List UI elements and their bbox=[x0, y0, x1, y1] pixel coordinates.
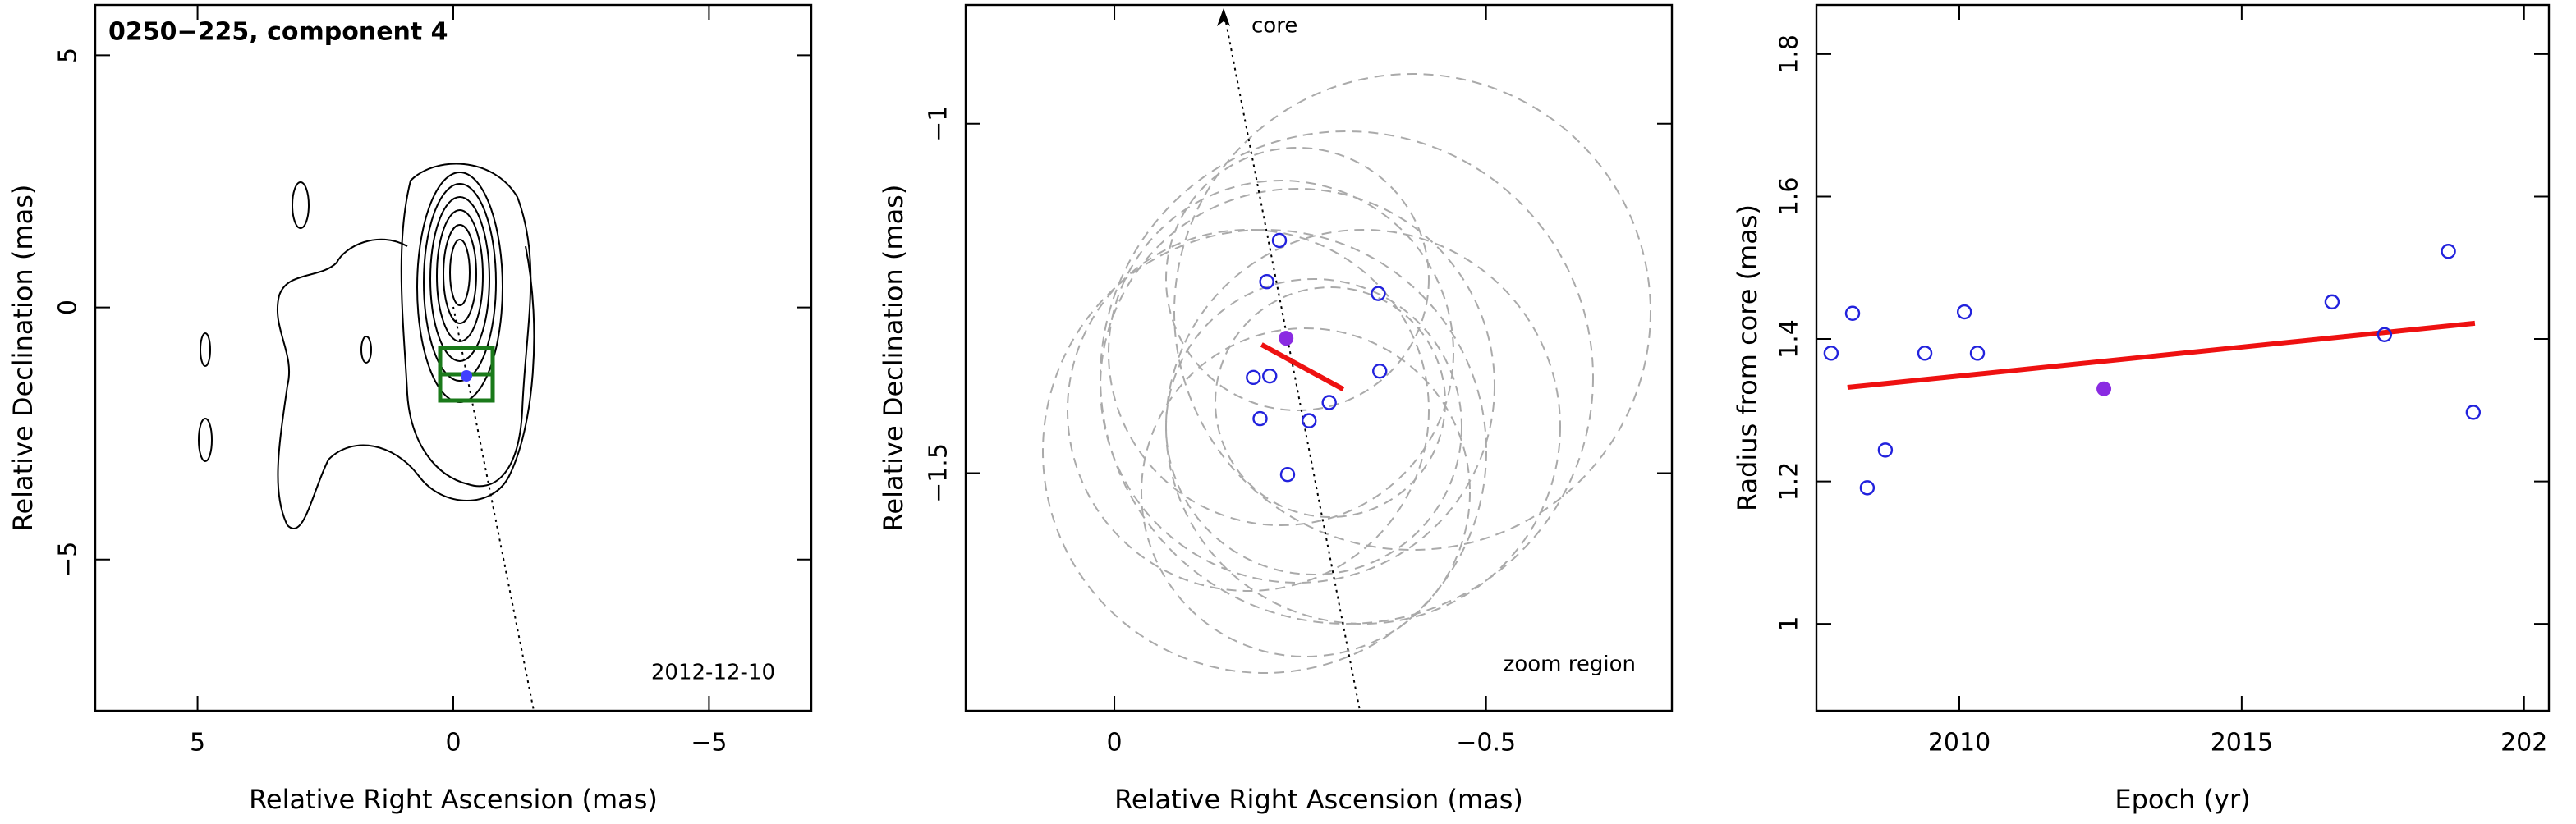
data-point bbox=[1859, 480, 1876, 496]
epoch-annotation: 2012-12-10 bbox=[651, 661, 775, 685]
x-tick-label: 202 bbox=[2500, 729, 2547, 758]
data-point bbox=[2465, 405, 2482, 420]
data-point bbox=[2324, 294, 2340, 310]
y-tick-label: −5 bbox=[54, 542, 83, 578]
contour bbox=[400, 163, 532, 488]
x-axis-label: Epoch (yr) bbox=[2115, 784, 2250, 815]
y-tick-label: 1.2 bbox=[1775, 462, 1804, 501]
error-circle bbox=[1108, 180, 1454, 526]
contour bbox=[360, 336, 372, 364]
current-point bbox=[1279, 331, 1294, 346]
data-point bbox=[1262, 368, 1278, 384]
contour bbox=[423, 183, 497, 382]
jet-direction bbox=[452, 306, 535, 711]
fit-line bbox=[1847, 320, 2476, 390]
fit-line bbox=[1260, 342, 1345, 391]
data-point bbox=[1279, 466, 1296, 483]
data-point bbox=[1246, 369, 1261, 386]
y-tick-label: 1.8 bbox=[1775, 34, 1804, 74]
y-axis-label: Relative Declination (mas) bbox=[878, 185, 909, 532]
plot-frame bbox=[964, 3, 1674, 712]
y-tick-label: −1.5 bbox=[925, 443, 953, 503]
error-circles bbox=[1042, 9, 1651, 711]
data-point bbox=[1252, 410, 1268, 427]
current-point bbox=[2096, 381, 2112, 396]
y-tick-label: −1 bbox=[925, 106, 953, 142]
y-axis-label: Radius from core (mas) bbox=[1732, 204, 1763, 511]
data-point bbox=[1969, 346, 1986, 361]
error-circle bbox=[1215, 286, 1446, 518]
x-axis-label: Relative Right Ascension (mas) bbox=[249, 784, 658, 815]
contour-map bbox=[198, 163, 535, 711]
data-point bbox=[1956, 304, 1972, 320]
y-axis-label: Relative Declination (mas) bbox=[7, 185, 39, 532]
component-marker bbox=[461, 370, 472, 382]
contour bbox=[198, 418, 213, 462]
panel-title: 0250−225, component 4 bbox=[108, 18, 448, 47]
contour bbox=[292, 181, 310, 229]
x-tick-label: 0 bbox=[1107, 729, 1123, 758]
data-point bbox=[1271, 232, 1288, 249]
data-point bbox=[1259, 273, 1274, 290]
data-point bbox=[1917, 346, 1933, 361]
data-point bbox=[1372, 363, 1388, 379]
data-point bbox=[1844, 305, 1861, 321]
data-point bbox=[1877, 442, 1894, 458]
x-tick-label: 2015 bbox=[2211, 729, 2273, 758]
contour bbox=[449, 239, 471, 306]
error-circle bbox=[1042, 229, 1487, 674]
error-circle bbox=[1165, 147, 1430, 411]
error-circle bbox=[1165, 229, 1561, 625]
core-arrow bbox=[1217, 8, 1230, 26]
x-tick-label: −0.5 bbox=[1456, 729, 1516, 758]
y-tick-label: 0 bbox=[54, 300, 83, 315]
error-circle bbox=[1067, 229, 1430, 592]
data-point bbox=[1302, 413, 1317, 428]
core-label: core bbox=[1251, 14, 1297, 39]
plot-frame bbox=[94, 3, 813, 712]
y-tick-label: 1.4 bbox=[1775, 319, 1804, 359]
y-tick-label: 1 bbox=[1775, 616, 1804, 632]
x-tick-label: −5 bbox=[691, 729, 727, 758]
contour bbox=[443, 224, 477, 324]
contour bbox=[200, 332, 211, 367]
x-tick-label: 0 bbox=[445, 729, 461, 758]
y-tick-label: 1.6 bbox=[1775, 177, 1804, 217]
data-point bbox=[1823, 346, 1839, 361]
x-axis-label: Relative Right Ascension (mas) bbox=[1114, 784, 1523, 815]
data-point bbox=[2376, 327, 2393, 342]
data-point bbox=[1321, 395, 1337, 410]
error-circle bbox=[1100, 188, 1495, 584]
error-circle bbox=[1165, 278, 1462, 575]
data-point bbox=[2441, 244, 2456, 259]
plot-frame bbox=[1815, 3, 2551, 712]
x-tick-label: 2010 bbox=[1928, 729, 1991, 758]
error-circle bbox=[1100, 130, 1594, 625]
contour bbox=[429, 196, 490, 362]
zoom-label: zoom region bbox=[1504, 652, 1636, 677]
error-circle bbox=[1141, 327, 1471, 657]
data-point bbox=[1371, 286, 1386, 301]
x-tick-label: 5 bbox=[190, 729, 205, 758]
error-circle bbox=[1173, 73, 1651, 551]
y-tick-label: 5 bbox=[54, 48, 83, 63]
contour bbox=[276, 238, 535, 529]
